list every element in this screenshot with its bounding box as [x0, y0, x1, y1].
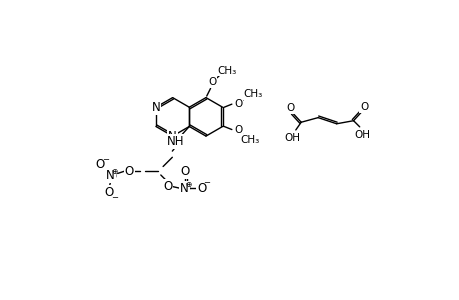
Text: OH: OH	[283, 133, 299, 142]
Text: −: −	[101, 155, 109, 164]
Text: N: N	[106, 169, 115, 182]
Text: O: O	[104, 186, 113, 199]
Text: CH₃: CH₃	[217, 66, 236, 76]
Text: N: N	[180, 182, 189, 195]
Text: O: O	[163, 180, 172, 193]
Text: O: O	[179, 165, 189, 178]
Text: N: N	[168, 130, 177, 142]
Text: N: N	[151, 101, 160, 114]
Text: NH: NH	[166, 135, 184, 148]
Text: ⊕: ⊕	[185, 180, 192, 189]
Text: CH₃: CH₃	[240, 135, 258, 145]
Text: O: O	[196, 182, 206, 195]
Text: −: −	[203, 178, 210, 187]
Text: CH₃: CH₃	[242, 89, 262, 99]
Text: ⊕: ⊕	[112, 167, 118, 176]
Text: O: O	[359, 102, 368, 112]
Text: O: O	[124, 165, 134, 178]
Text: O: O	[95, 158, 104, 172]
Text: O: O	[233, 124, 241, 135]
Text: O: O	[233, 99, 241, 109]
Text: O: O	[207, 77, 216, 87]
Text: OH: OH	[354, 130, 370, 140]
Text: O: O	[285, 103, 294, 113]
Text: −: −	[111, 194, 118, 202]
